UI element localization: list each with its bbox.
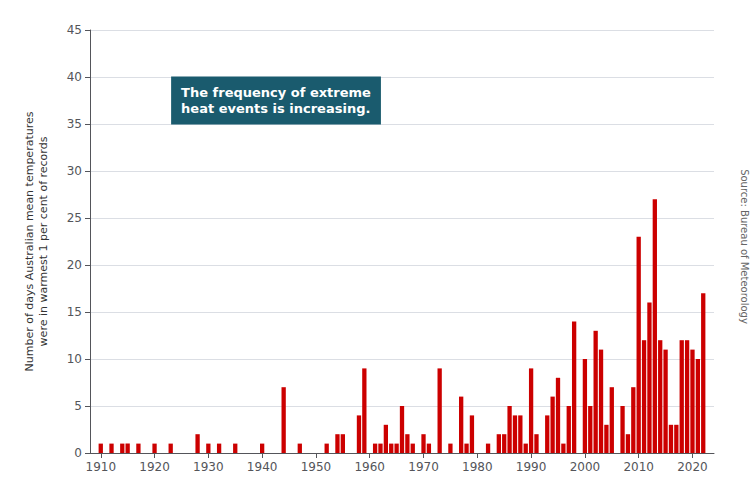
svg-text:35: 35	[67, 117, 82, 131]
svg-text:0: 0	[74, 446, 82, 460]
svg-text:1940: 1940	[247, 460, 278, 474]
svg-text:2020: 2020	[677, 460, 708, 474]
svg-text:2010: 2010	[623, 460, 654, 474]
svg-text:1910: 1910	[85, 460, 116, 474]
svg-text:Number of days Australian mean: Number of days Australian mean temperatu…	[23, 111, 36, 371]
svg-text:were in warmest 1 per cent of: were in warmest 1 per cent of records	[37, 136, 50, 346]
svg-text:1950: 1950	[301, 460, 332, 474]
svg-text:20: 20	[67, 258, 82, 272]
svg-text:1960: 1960	[354, 460, 385, 474]
svg-text:1920: 1920	[139, 460, 170, 474]
svg-text:15: 15	[67, 305, 82, 319]
svg-text:The frequency of extreme: The frequency of extreme	[181, 85, 371, 100]
svg-text:30: 30	[67, 164, 82, 178]
svg-text:5: 5	[74, 399, 82, 413]
svg-text:1980: 1980	[462, 460, 493, 474]
svg-text:1990: 1990	[516, 460, 547, 474]
svg-text:40: 40	[67, 70, 82, 84]
svg-text:45: 45	[67, 23, 82, 37]
svg-text:25: 25	[67, 211, 82, 225]
svg-text:Source: Bureau of Meteorology: Source: Bureau of Meteorology	[739, 169, 750, 324]
svg-text:1930: 1930	[193, 460, 224, 474]
svg-text:1970: 1970	[408, 460, 439, 474]
svg-text:heat events is increasing.: heat events is increasing.	[181, 101, 370, 116]
svg-text:2000: 2000	[570, 460, 601, 474]
svg-text:10: 10	[67, 352, 82, 366]
